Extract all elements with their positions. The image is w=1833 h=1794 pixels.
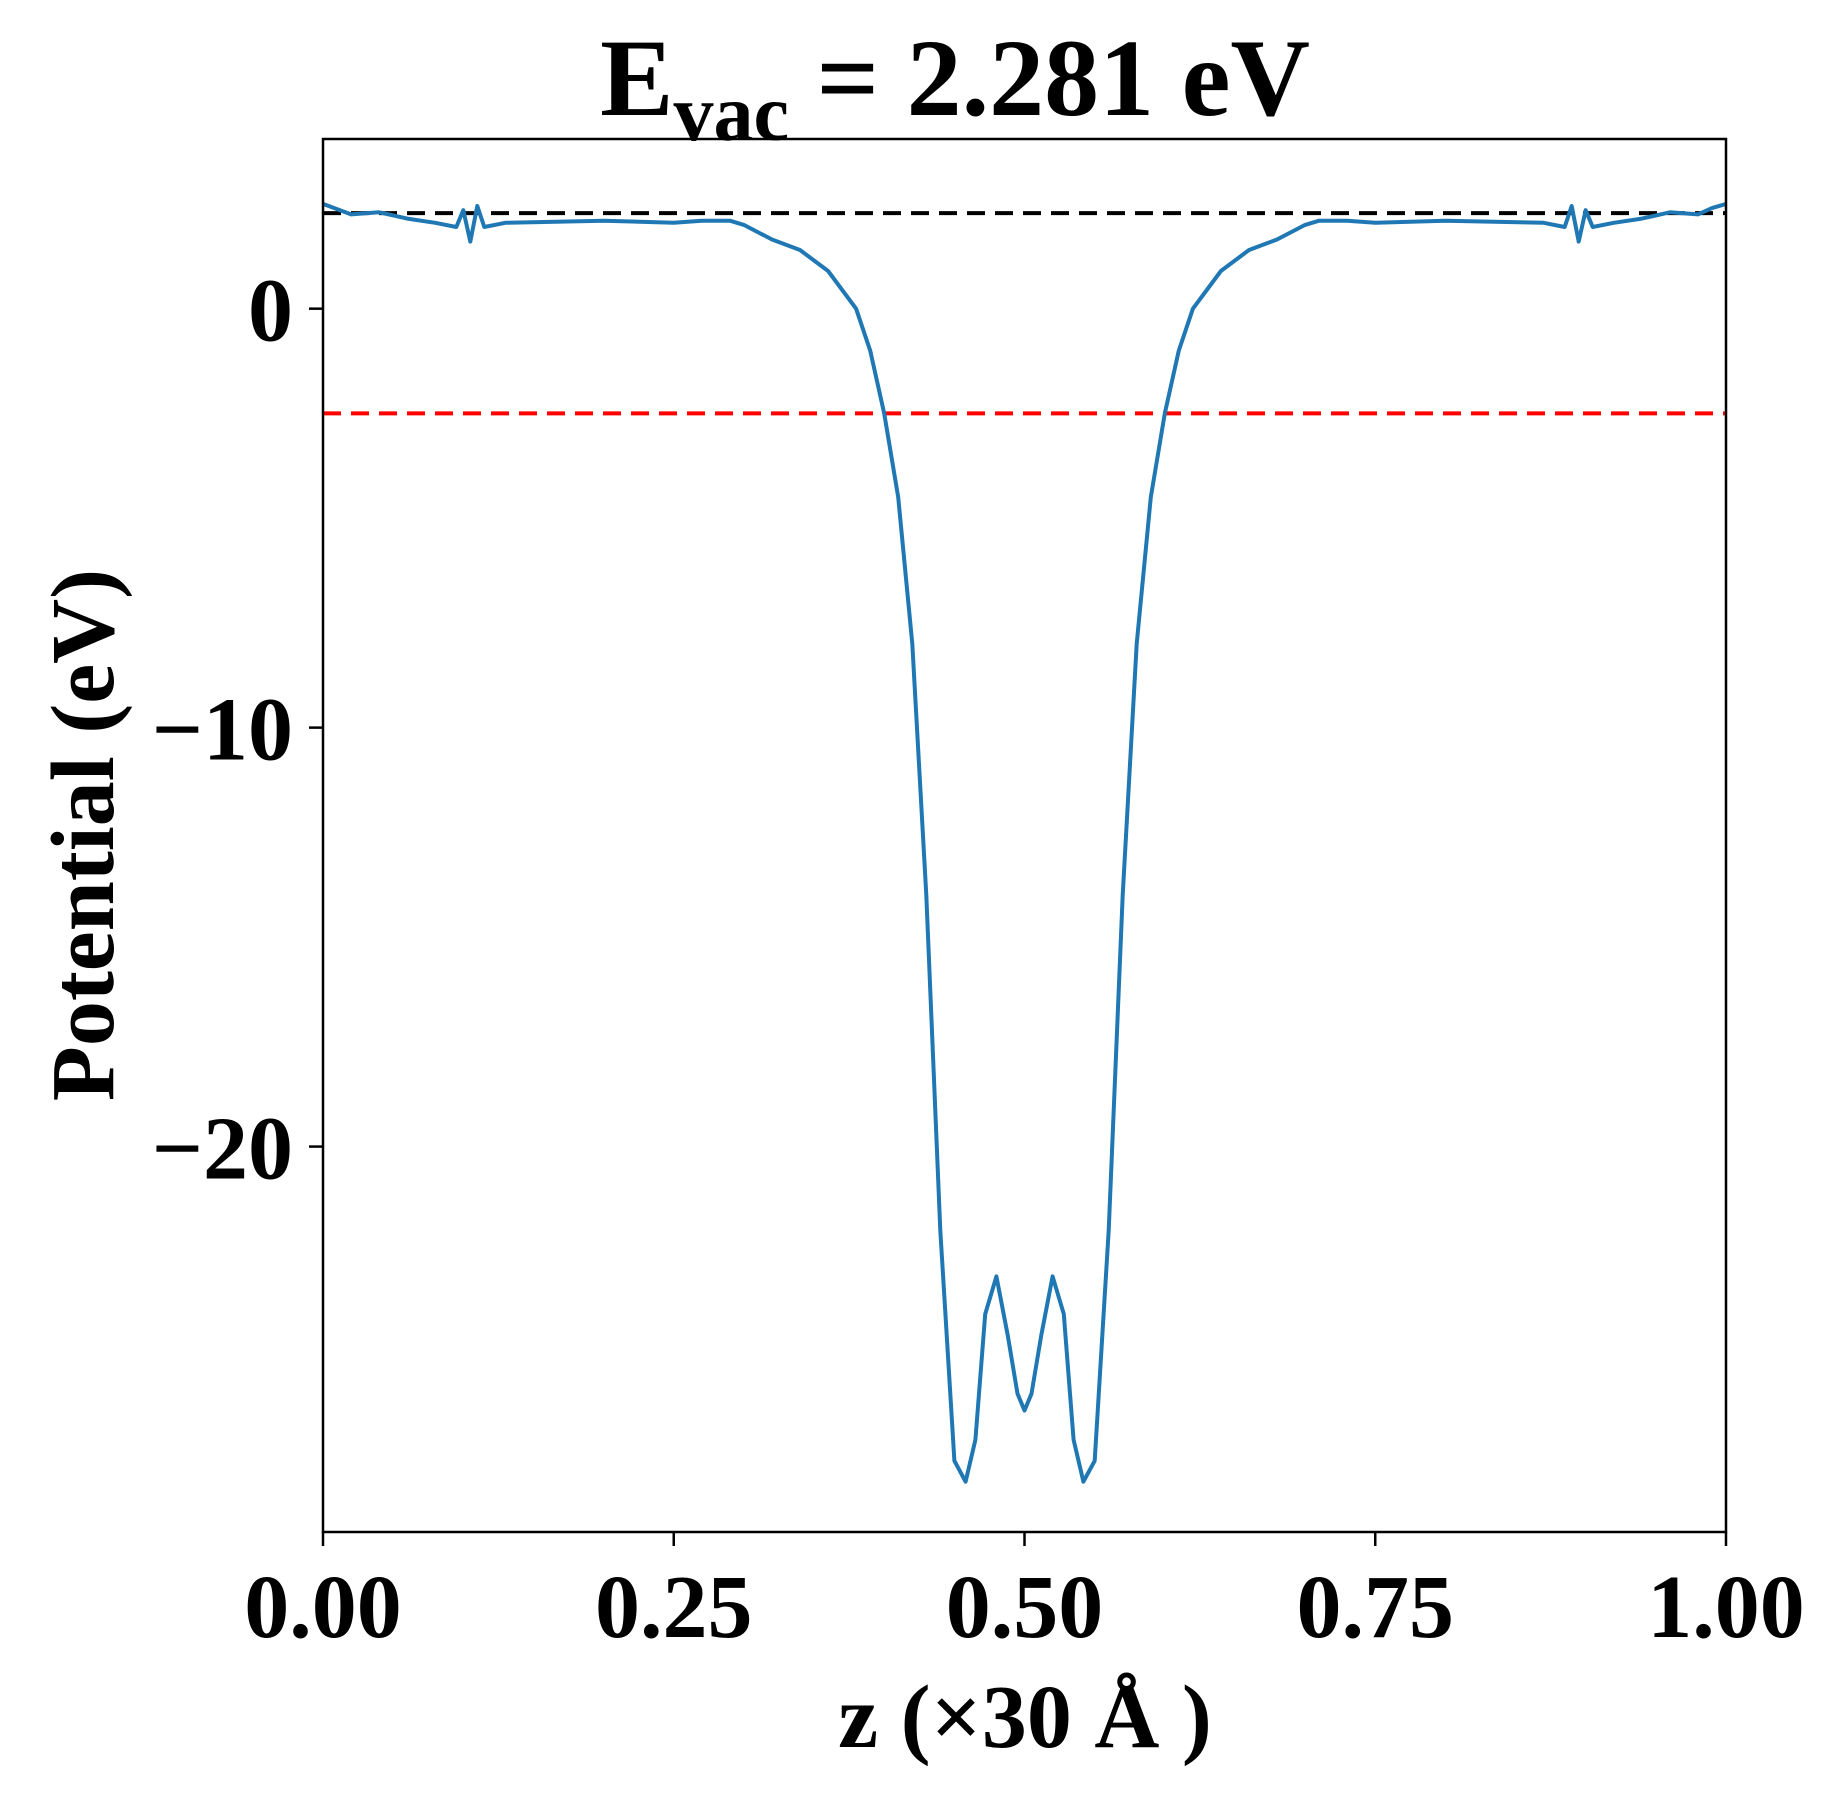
y-tick-label: 0: [248, 262, 293, 361]
x-axis-label: z (×30 Å ): [838, 1668, 1212, 1767]
title-subscript: vac: [673, 70, 789, 158]
x-tick-label: 0.25: [595, 1558, 753, 1657]
y-axis-ticks: 0 −10 −20: [152, 262, 323, 1199]
y-tick-label: −20: [152, 1100, 293, 1199]
x-tick-label: 0.50: [946, 1558, 1104, 1657]
reference-lines: [323, 211, 1726, 416]
y-axis-label: Potential (eV): [34, 569, 133, 1101]
plot-frame: [321, 137, 1728, 1534]
x-axis-ticks: 0.00 0.25 0.50 0.75 1.00: [244, 1532, 1805, 1657]
x-tick-label: 0.75: [1297, 1558, 1455, 1657]
chart-title: Evac = 2.281 eV: [600, 17, 1310, 158]
series-group: [322, 201, 1727, 1484]
title-main: E: [600, 17, 673, 139]
y-tick-label: −10: [152, 681, 293, 780]
x-tick-label: 1.00: [1647, 1558, 1805, 1657]
potential-line: [322, 201, 1727, 1484]
title-rest: = 2.281 eV: [789, 17, 1310, 139]
x-tick-label: 0.00: [244, 1558, 402, 1657]
